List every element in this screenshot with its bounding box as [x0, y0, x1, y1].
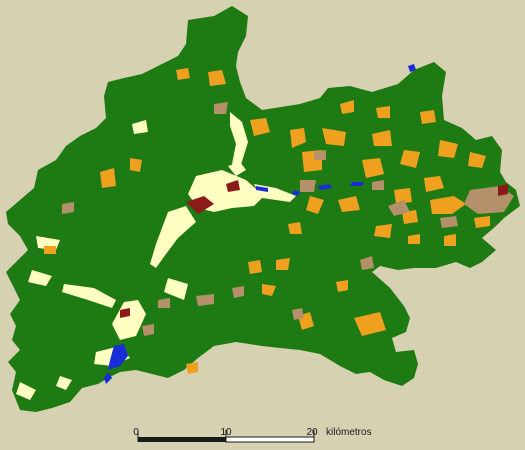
- scale-bar-segment-1: [138, 437, 226, 442]
- scale-tick-20: 20: [306, 427, 318, 438]
- urban-patches: [120, 180, 508, 318]
- open-land-patches: [16, 112, 296, 400]
- scale-bar: 0 10 20 kilómetros: [133, 427, 372, 443]
- scale-tick-0: 0: [133, 427, 139, 438]
- agriculture-patches: [44, 68, 490, 374]
- scale-tick-10: 10: [220, 427, 232, 438]
- water-features: [104, 64, 416, 384]
- scale-unit-label: kilómetros: [326, 427, 372, 438]
- scale-bar-segment-2: [225, 436, 315, 443]
